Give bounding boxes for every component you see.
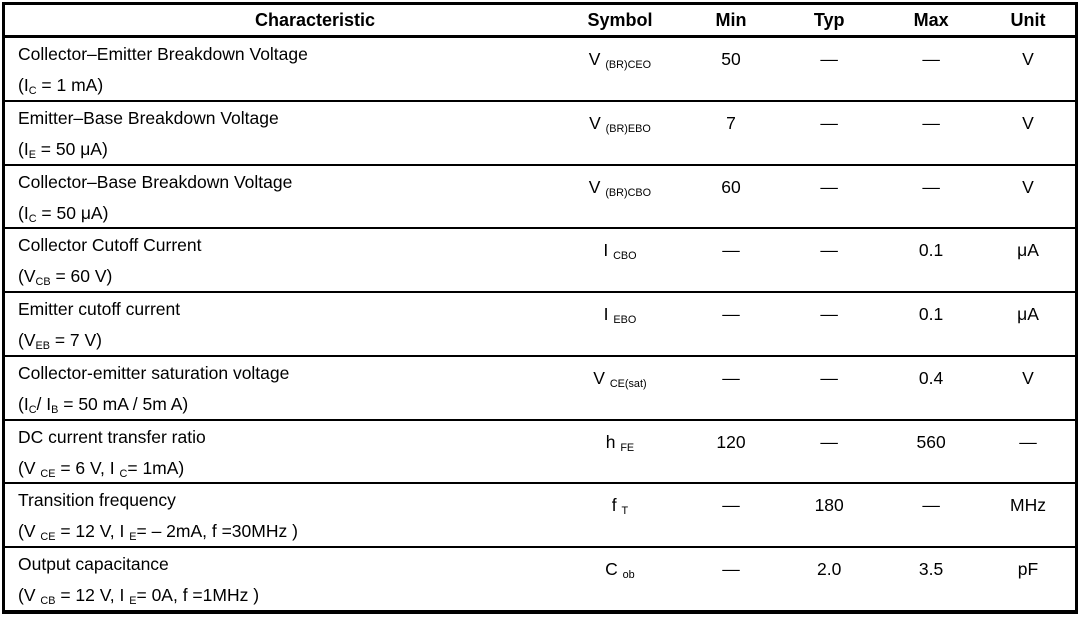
column-header-max: Max: [881, 3, 981, 38]
column-header-characteristic: Characteristic: [3, 3, 556, 38]
table-row-3: Collector–Base Breakdown Voltage (IC = 50…: [3, 163, 1077, 229]
characteristic-cell: Emitter cutoff current (VEB = 7 V): [3, 291, 556, 356]
characteristic-condition: (V CE = 12 V, I E= – 2mA, f =30MHz ): [18, 521, 298, 544]
column-header-symbol: Symbol: [555, 3, 685, 38]
characteristic-cell: Collector-emitter saturation voltage (IC/…: [3, 354, 556, 420]
typ-cell: —: [777, 291, 882, 356]
characteristic-name: Transition frequency: [18, 490, 176, 511]
characteristic-name: DC current transfer ratio: [18, 426, 206, 447]
characteristic-condition: (V CB = 12 V, I E= 0A, f =1MHz ): [18, 585, 260, 608]
max-cell: —: [881, 482, 981, 548]
characteristic-cell: Transition frequency (V CE = 12 V, I E= –…: [3, 482, 556, 548]
max-cell: —: [881, 163, 981, 229]
min-cell: —: [684, 354, 778, 420]
symbol-cell: I EBO: [555, 291, 685, 356]
min-cell: —: [684, 291, 778, 356]
max-cell: 560: [881, 418, 981, 484]
min-cell: 120: [684, 418, 778, 484]
table-row-2: Emitter–Base Breakdown Voltage (IE = 50 μ…: [3, 99, 1077, 165]
symbol-cell: V (BR)EBO: [555, 99, 685, 165]
characteristic-cell: Output capacitance (V CB = 12 V, I E= 0A,…: [3, 546, 556, 612]
column-header-unit: Unit: [980, 3, 1077, 38]
typ-cell: —: [777, 35, 882, 101]
unit-cell: V: [980, 163, 1077, 229]
min-cell: —: [684, 227, 778, 293]
min-cell: 7: [684, 99, 778, 165]
characteristic-cell: Emitter–Base Breakdown Voltage (IE = 50 μ…: [3, 99, 556, 165]
characteristic-cell: Collector–Base Breakdown Voltage (IC = 50…: [3, 163, 556, 229]
typ-cell: 2.0: [777, 546, 882, 612]
max-cell: 0.1: [881, 291, 981, 356]
table-header: Characteristic Symbol Min Typ Max Unit: [3, 3, 1077, 38]
table-header-row: Characteristic Symbol Min Typ Max Unit: [3, 3, 1077, 38]
typ-cell: 180: [777, 482, 882, 548]
table-body: Collector–Emitter Breakdown Voltage (IC =…: [3, 35, 1077, 612]
symbol-cell: f T: [555, 482, 685, 548]
unit-cell: V: [980, 35, 1077, 101]
characteristic-condition: (IC = 1 mA): [18, 75, 104, 98]
typ-cell: —: [777, 418, 882, 484]
column-header-min: Min: [684, 3, 778, 38]
typ-cell: —: [777, 163, 882, 229]
max-cell: —: [881, 35, 981, 101]
typ-cell: —: [777, 354, 882, 420]
characteristic-condition: (VCB = 60 V): [18, 266, 113, 289]
characteristic-name: Emitter–Base Breakdown Voltage: [18, 107, 279, 128]
unit-cell: μA: [980, 227, 1077, 293]
typ-cell: —: [777, 227, 882, 293]
characteristic-cell: Collector–Emitter Breakdown Voltage (IC =…: [3, 35, 556, 101]
symbol-cell: V CE(sat): [555, 354, 685, 420]
characteristic-condition: (IC/ IB = 50 mA / 5m A): [18, 393, 189, 416]
unit-cell: pF: [980, 546, 1077, 612]
table-row-1: Collector–Emitter Breakdown Voltage (IC =…: [3, 35, 1077, 101]
characteristic-name: Collector Cutoff Current: [18, 235, 202, 256]
table-row-7: DC current transfer ratio (V CE = 6 V, I …: [3, 418, 1077, 484]
min-cell: 50: [684, 35, 778, 101]
unit-cell: MHz: [980, 482, 1077, 548]
table-row-6: Collector-emitter saturation voltage (IC/…: [3, 354, 1077, 420]
max-cell: 3.5: [881, 546, 981, 612]
characteristic-name: Emitter cutoff current: [18, 299, 181, 320]
unit-cell: V: [980, 99, 1077, 165]
symbol-cell: h FE: [555, 418, 685, 484]
symbol-cell: I CBO: [555, 227, 685, 293]
characteristic-condition: (IE = 50 μA): [18, 138, 108, 161]
typ-cell: —: [777, 99, 882, 165]
table-row-5: Emitter cutoff current (VEB = 7 V) I EBO — —…: [3, 291, 1077, 356]
table-row-9: Output capacitance (V CB = 12 V, I E= 0A,…: [3, 546, 1077, 612]
min-cell: 60: [684, 163, 778, 229]
characteristic-cell: Collector Cutoff Current (VCB = 60 V): [3, 227, 556, 293]
characteristic-name: Collector-emitter saturation voltage: [18, 362, 290, 383]
unit-cell: μA: [980, 291, 1077, 356]
symbol-cell: V (BR)CEO: [555, 35, 685, 101]
characteristic-condition: (IC = 50 μA): [18, 202, 109, 225]
characteristic-name: Collector–Emitter Breakdown Voltage: [18, 44, 308, 64]
characteristic-name: Output capacitance: [18, 554, 169, 575]
max-cell: 0.1: [881, 227, 981, 293]
unit-cell: V: [980, 354, 1077, 420]
characteristic-condition: (V CE = 6 V, I C= 1mA): [18, 457, 185, 480]
symbol-cell: V (BR)CBO: [555, 163, 685, 229]
characteristic-name: Collector–Base Breakdown Voltage: [18, 171, 293, 192]
symbol-cell: C ob: [555, 546, 685, 612]
characteristic-condition: (VEB = 7 V): [18, 330, 103, 353]
characteristic-cell: DC current transfer ratio (V CE = 6 V, I …: [3, 418, 556, 484]
max-cell: 0.4: [881, 354, 981, 420]
unit-cell: —: [980, 418, 1077, 484]
column-header-typ: Typ: [777, 3, 882, 38]
min-cell: —: [684, 482, 778, 548]
max-cell: —: [881, 99, 981, 165]
min-cell: —: [684, 546, 778, 612]
table-row-4: Collector Cutoff Current (VCB = 60 V) I CB…: [3, 227, 1077, 293]
table-row-8: Transition frequency (V CE = 12 V, I E= –…: [3, 482, 1077, 548]
